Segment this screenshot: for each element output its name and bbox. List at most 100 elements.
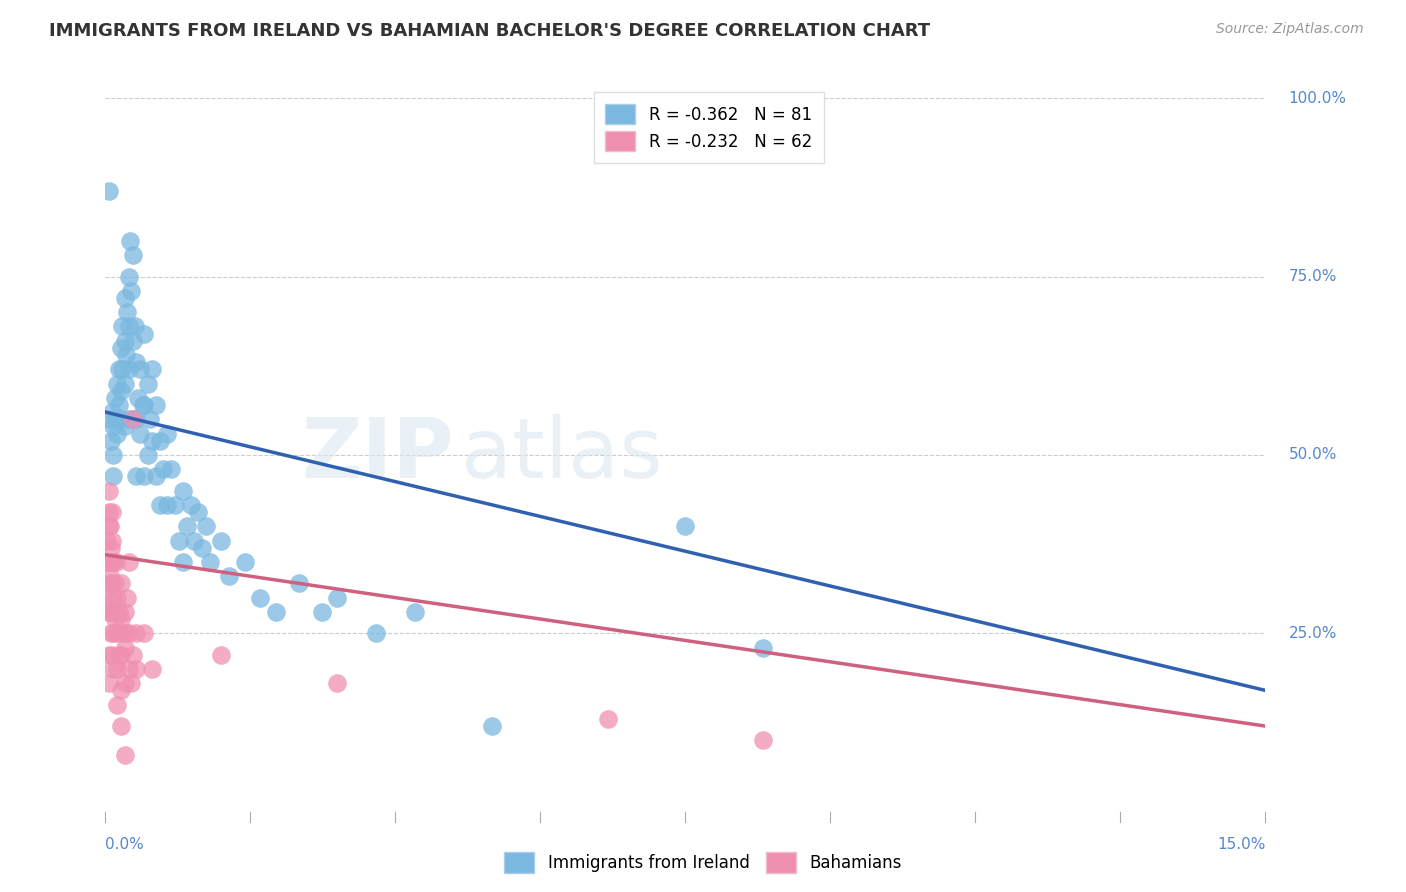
Point [97,576,120,591]
Point [98,676,121,690]
Point [114,640,136,655]
Point [97,555,120,569]
Point [132,626,156,640]
Point [98,412,121,426]
Point [98,605,121,619]
Point [249,591,271,605]
Point [152,462,174,476]
Point [110,648,132,662]
Point [124,319,146,334]
Point [145,469,167,483]
Point [120,284,142,298]
Point [100,541,122,555]
Point [404,605,426,619]
Text: 100.0%: 100.0% [1289,91,1347,105]
Point [183,533,205,548]
Point [132,326,156,341]
Point [110,384,132,398]
Point [111,626,134,640]
Point [149,434,172,448]
Point [211,648,233,662]
Point [141,662,163,676]
Point [481,719,503,733]
Point [326,676,349,690]
Text: 0.0%: 0.0% [105,837,145,852]
Point [98,519,121,533]
Point [110,576,132,591]
Point [233,555,256,569]
Point [98,569,121,583]
Point [103,555,124,569]
Point [105,698,128,712]
Point [118,319,141,334]
Text: 25.0%: 25.0% [1289,626,1337,640]
Legend: R = -0.362   N = 81, R = -0.232   N = 62: R = -0.362 N = 81, R = -0.232 N = 62 [593,92,824,163]
Point [100,555,122,569]
Point [121,248,143,262]
Text: IMMIGRANTS FROM IRELAND VS BAHAMIAN BACHELOR'S DEGREE CORRELATION CHART: IMMIGRANTS FROM IRELAND VS BAHAMIAN BACH… [49,22,931,40]
Point [598,712,620,726]
Point [132,469,156,483]
Point [105,376,128,391]
Point [311,605,333,619]
Point [156,498,179,512]
Text: 15.0%: 15.0% [1218,837,1265,852]
Point [100,626,122,640]
Point [136,376,159,391]
Point [103,626,124,640]
Point [198,555,221,569]
Point [118,555,141,569]
Point [110,719,132,733]
Point [118,362,141,376]
Point [105,626,128,640]
Point [131,398,153,412]
Point [176,519,198,533]
Text: atlas: atlas [461,415,662,495]
Point [172,555,194,569]
Point [96,533,118,548]
Point [105,591,128,605]
Point [98,591,121,605]
Point [675,519,697,533]
Point [111,319,134,334]
Point [104,391,127,405]
Point [100,405,122,419]
Point [145,398,167,412]
Point [118,269,141,284]
Point [104,605,127,619]
Point [100,576,122,591]
Point [326,591,349,605]
Point [114,676,136,690]
Point [125,412,148,426]
Point [100,648,122,662]
Point [163,498,186,512]
Point [187,505,209,519]
Point [105,426,128,441]
Point [103,662,124,676]
Point [103,419,124,434]
Point [114,747,136,762]
Point [108,648,131,662]
Point [191,541,214,555]
Point [104,412,127,426]
Point [115,591,138,605]
Point [211,533,233,548]
Point [98,483,121,498]
Point [104,555,127,569]
Point [364,626,387,640]
Point [118,662,141,676]
Point [127,391,149,405]
Text: 75.0%: 75.0% [1289,269,1337,284]
Point [100,505,122,519]
Point [132,398,156,412]
Point [129,426,152,441]
Point [751,733,773,747]
Point [98,184,121,198]
Point [100,605,122,619]
Point [118,412,141,426]
Point [121,412,143,426]
Point [114,334,136,348]
Point [100,434,122,448]
Point [149,498,172,512]
Point [110,412,132,426]
